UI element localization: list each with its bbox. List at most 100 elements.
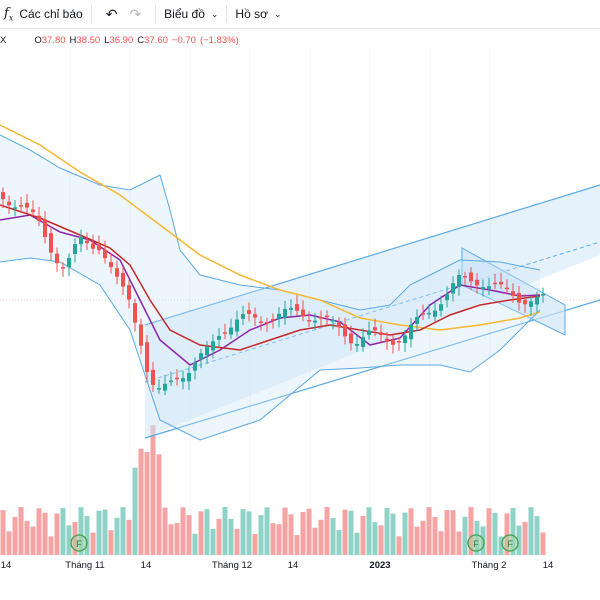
volume-bar: [132, 467, 138, 555]
volume-bar: [504, 513, 510, 555]
bollinger-bands: [0, 134, 541, 441]
volume-bar: [120, 507, 126, 555]
candle-body: [55, 253, 59, 264]
candle-body: [79, 236, 83, 245]
volume-bar: [294, 535, 300, 555]
low-value-group: L36.90: [104, 34, 134, 46]
high-value-group: H38.50: [69, 34, 101, 46]
candle-body: [193, 362, 197, 371]
candle-body: [427, 312, 431, 315]
volume-bar: [162, 507, 168, 555]
candle-body: [187, 372, 191, 382]
candle-body: [319, 317, 323, 319]
volume-bar: [300, 511, 306, 555]
candle-body: [199, 353, 203, 360]
time-axis-label: Tháng 2: [471, 560, 507, 571]
candle-body: [307, 320, 311, 322]
volume-bar: [420, 520, 426, 555]
candle-body: [271, 318, 275, 321]
volume-bar: [534, 516, 540, 555]
volume-bar: [432, 517, 438, 555]
volume-bar: [516, 525, 522, 555]
volume-bar: [384, 507, 390, 555]
change-percent: (−1.83%): [199, 34, 239, 46]
volume-bar: [36, 508, 42, 555]
volume-bar: [30, 526, 36, 555]
candle-body: [247, 310, 251, 314]
volume-bar: [408, 508, 414, 555]
profile-menu-button[interactable]: Hồ sơ ⌄: [235, 0, 281, 28]
band-fill: [0, 135, 540, 440]
candle-body: [535, 296, 539, 305]
candle-body: [61, 267, 65, 269]
candle-body: [97, 244, 101, 251]
candle-body: [433, 310, 437, 317]
candle-body: [181, 378, 185, 382]
candle-body: [49, 233, 53, 253]
candle-body: [439, 304, 443, 311]
candle-body: [133, 303, 137, 323]
volume-bar: [114, 517, 120, 555]
candle-body: [25, 202, 29, 208]
volume-bar: [168, 524, 174, 555]
candle-body: [337, 322, 341, 328]
volume-bar: [330, 517, 336, 555]
candle-body: [511, 291, 515, 296]
volume-bar: [336, 530, 342, 555]
redo-icon[interactable]: ↷: [129, 5, 142, 22]
candle-body: [217, 336, 221, 340]
volume-bar: [288, 514, 294, 555]
volume-bar: [156, 454, 162, 555]
candle-body: [541, 294, 545, 296]
time-axis-label: 14: [140, 560, 152, 571]
volume-bar: [342, 509, 348, 555]
chart-menu-label: Biểu đồ: [164, 7, 205, 21]
volume-bar: [126, 519, 132, 555]
trend-channel-mid: [144, 241, 600, 383]
undo-icon[interactable]: ↶: [105, 5, 118, 22]
candle-body: [91, 243, 95, 249]
band-upper-line: [0, 134, 541, 311]
volume-bar: [522, 521, 528, 555]
volume-bar: [414, 526, 420, 555]
candle-body: [391, 340, 395, 345]
candle-body: [145, 342, 149, 373]
candle-body: [493, 282, 497, 285]
candle-body: [157, 388, 161, 390]
volume-bar: [426, 507, 432, 555]
volume-bar: [318, 519, 324, 555]
candle-body: [451, 283, 455, 294]
chart-menu-button[interactable]: Biểu đồ ⌄: [164, 0, 218, 28]
volume-bar: [324, 507, 330, 555]
volume-bars: [0, 425, 546, 555]
volume-bar: [222, 507, 228, 555]
event-marker-circle: [467, 534, 485, 552]
volume-bar: [66, 525, 72, 555]
candle-body: [85, 240, 89, 244]
indicators-button[interactable]: fx Các chỉ báo: [0, 0, 83, 28]
volume-bar: [78, 507, 84, 555]
candle-body: [13, 207, 17, 209]
volume-bar: [402, 512, 408, 555]
candle-body: [175, 377, 179, 380]
volume-bar: [12, 516, 18, 555]
candle-body: [517, 292, 521, 303]
volume-bar: [444, 510, 450, 555]
candle-body: [139, 324, 143, 346]
volume-bar: [492, 512, 498, 555]
ma-fast-line: [0, 204, 541, 351]
candlesticks: [1, 187, 545, 395]
volume-bar: [348, 510, 354, 555]
volume-bar: [528, 507, 534, 555]
band-lower-line: [0, 257, 541, 441]
volume-bar: [102, 509, 108, 555]
function-icon: fx: [4, 5, 14, 23]
candle-body: [109, 262, 113, 268]
time-axis-label: 2023: [369, 560, 391, 571]
toolbar-divider: [90, 5, 92, 23]
volume-bar: [252, 533, 258, 555]
time-axis-label: Tháng 12: [211, 560, 253, 571]
volume-bar: [216, 518, 222, 555]
